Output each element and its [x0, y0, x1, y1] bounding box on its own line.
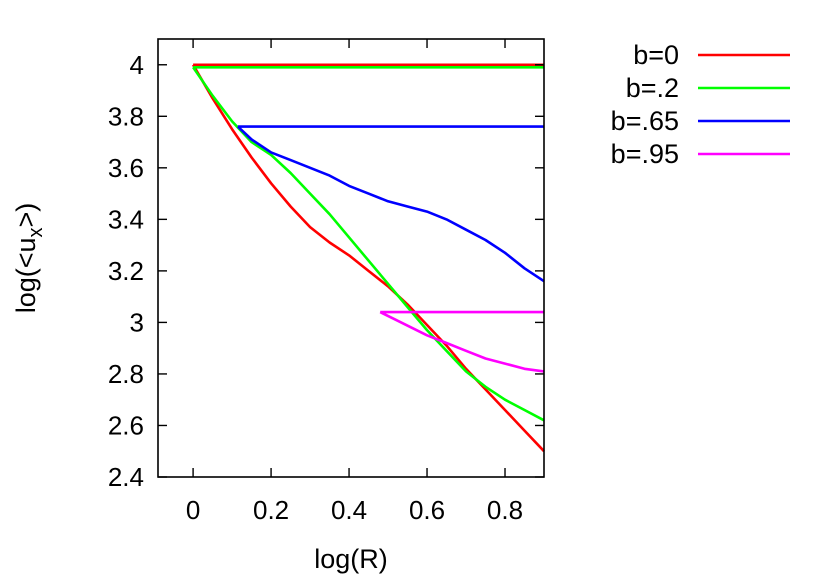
x-tick-label: 0.6: [409, 495, 445, 525]
x-axis-label: log(R): [314, 544, 388, 574]
legend-label: b=.2: [626, 73, 679, 103]
y-tick-label: 2.6: [108, 410, 144, 440]
y-tick-label: 3.6: [108, 153, 144, 183]
series-line-3: [237, 125, 545, 283]
x-tick-label: 0: [186, 495, 200, 525]
y-axis-label-main: log(<u: [11, 237, 41, 313]
x-tick-label: 0.2: [253, 495, 289, 525]
legend: b=0b=.2b=.65b=.95: [611, 40, 790, 169]
series-line-2: [192, 66, 545, 422]
y-tick-label: 4: [130, 50, 144, 80]
y-tick-label: 3.8: [108, 101, 144, 131]
legend-label: b=.95: [611, 139, 679, 169]
legend-label: b=0: [633, 40, 679, 70]
x-tick-label: 0.8: [487, 495, 523, 525]
x-tick-label: 0.4: [331, 495, 367, 525]
ticks-layer: [158, 39, 544, 478]
series-line-1: [191, 63, 545, 453]
plot-frame: [157, 38, 545, 478]
y-tick-label: 3.2: [108, 256, 144, 286]
y-tick-label: 3.4: [108, 204, 144, 234]
y-axis-label: log(<ux>): [11, 203, 47, 314]
y-tick-label: 2.4: [108, 462, 144, 492]
y-tick-label: 3: [130, 307, 144, 337]
series-line-4: [379, 310, 545, 373]
y-tick-label: 2.8: [108, 359, 144, 389]
tick-labels-layer: 0 0.2 0.4 0.6 0.8 2.4 2.6 2.8 3 3.2 3.4 3.6 3.8 4: [108, 50, 523, 525]
y-axis-label-end: >): [11, 203, 41, 228]
y-axis-label-subscript: x: [25, 227, 47, 237]
legend-label: b=.65: [611, 106, 679, 136]
series-layer: [191, 63, 545, 453]
